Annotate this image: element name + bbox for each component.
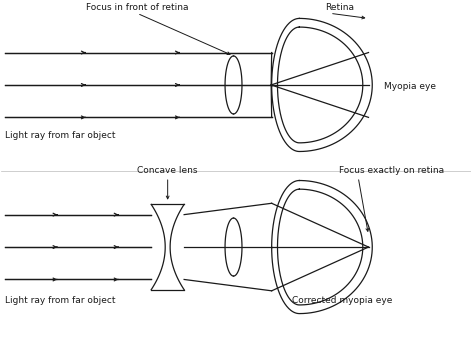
Text: Myopia eye: Myopia eye [384, 82, 436, 91]
Text: Focus exactly on retina: Focus exactly on retina [339, 166, 445, 175]
Text: Focus in front of retina: Focus in front of retina [86, 2, 188, 12]
Text: Retina: Retina [325, 2, 354, 12]
Text: Corrected myopia eye: Corrected myopia eye [292, 296, 392, 305]
Text: Light ray from far object: Light ray from far object [5, 296, 116, 305]
Text: Light ray from far object: Light ray from far object [5, 130, 116, 140]
Text: Concave lens: Concave lens [137, 166, 198, 175]
